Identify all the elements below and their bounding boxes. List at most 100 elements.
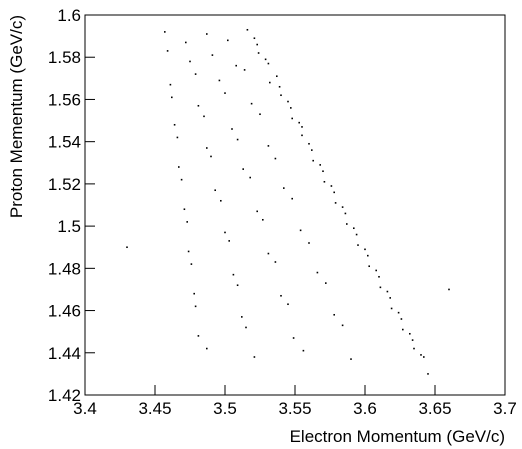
point xyxy=(291,197,293,200)
point xyxy=(197,104,200,107)
x-tick-label: 3.45 xyxy=(138,399,171,418)
point xyxy=(353,227,355,230)
point xyxy=(274,157,277,160)
point xyxy=(262,218,264,221)
point xyxy=(224,231,226,234)
point xyxy=(319,164,321,166)
point xyxy=(190,263,193,265)
point xyxy=(287,303,289,306)
y-tick-label: 1.56 xyxy=(48,90,81,109)
point xyxy=(280,294,282,297)
point xyxy=(180,178,183,181)
point xyxy=(390,307,393,310)
point xyxy=(311,149,313,151)
point xyxy=(169,83,172,86)
point xyxy=(341,324,344,327)
point xyxy=(420,354,422,356)
point xyxy=(301,126,303,128)
y-axis-label: Proton Mementum (GeV/c) xyxy=(7,15,26,218)
point xyxy=(302,349,305,352)
point xyxy=(220,199,222,202)
point xyxy=(308,242,310,244)
point xyxy=(256,210,258,213)
point xyxy=(334,202,337,204)
point xyxy=(228,240,230,242)
point xyxy=(325,282,327,284)
point xyxy=(206,147,208,149)
point xyxy=(253,356,256,358)
point xyxy=(357,244,359,246)
point xyxy=(298,121,300,124)
x-tick-label: 3.5 xyxy=(213,399,237,418)
point xyxy=(411,339,414,341)
point xyxy=(259,113,261,116)
point xyxy=(206,33,208,35)
point xyxy=(231,128,233,130)
point xyxy=(291,117,293,120)
point xyxy=(397,311,400,314)
point xyxy=(232,273,235,276)
point xyxy=(316,271,319,274)
point xyxy=(292,337,295,339)
point xyxy=(214,189,216,192)
y-tick-label: 1.48 xyxy=(48,259,81,278)
point xyxy=(267,62,270,65)
y-tick-label: 1.42 xyxy=(48,386,81,405)
point xyxy=(164,31,166,33)
point xyxy=(176,136,179,139)
point xyxy=(242,168,244,170)
point xyxy=(364,248,366,251)
point xyxy=(171,96,173,99)
point xyxy=(355,233,358,236)
point xyxy=(210,155,212,158)
point xyxy=(218,79,221,82)
x-tick-label: 3.65 xyxy=(418,399,451,418)
point xyxy=(227,39,229,42)
point xyxy=(183,208,186,211)
point xyxy=(278,85,281,88)
point xyxy=(283,187,285,189)
point xyxy=(448,288,450,291)
x-tick-label: 3.55 xyxy=(278,399,311,418)
point xyxy=(341,206,344,208)
point xyxy=(299,229,302,232)
point xyxy=(330,185,333,187)
point xyxy=(413,347,415,350)
point xyxy=(379,286,382,289)
y-tick-label: 1.6 xyxy=(57,6,81,25)
y-tick-label: 1.58 xyxy=(48,48,81,67)
point xyxy=(344,212,347,215)
point xyxy=(243,69,246,71)
point xyxy=(166,50,169,52)
point xyxy=(126,246,128,249)
y-tick-label: 1.46 xyxy=(48,302,81,321)
point xyxy=(375,269,377,272)
point xyxy=(250,102,253,105)
y-tick-label: 1.5 xyxy=(57,217,81,236)
point xyxy=(236,138,239,141)
point xyxy=(323,180,326,183)
point xyxy=(287,100,289,103)
plot-frame xyxy=(84,14,506,396)
point xyxy=(185,41,187,44)
y-tick-label: 1.52 xyxy=(48,175,81,194)
point xyxy=(253,37,256,40)
point xyxy=(389,297,391,299)
point xyxy=(194,305,197,308)
point xyxy=(269,81,271,84)
point xyxy=(427,373,429,375)
point xyxy=(386,290,389,293)
point xyxy=(173,123,176,126)
point xyxy=(249,176,251,179)
point xyxy=(246,28,249,31)
point xyxy=(301,134,303,137)
y-tick-label: 1.54 xyxy=(48,133,81,152)
point xyxy=(236,284,239,287)
point xyxy=(402,328,404,331)
point xyxy=(350,358,352,360)
point xyxy=(367,254,369,257)
point xyxy=(400,318,403,320)
point xyxy=(203,115,205,118)
point xyxy=(333,313,335,316)
